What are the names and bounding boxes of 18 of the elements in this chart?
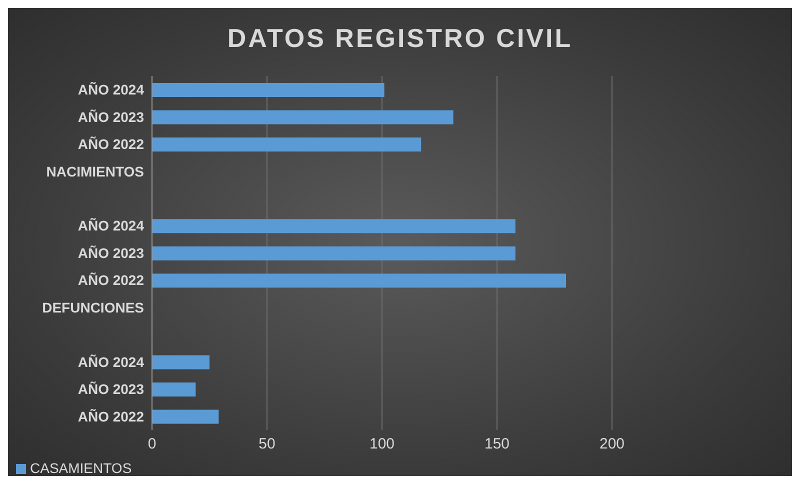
y-tick-label: AÑO 2024 [78, 218, 144, 234]
y-tick-label: NACIMIENTOS [46, 163, 144, 180]
y-tick-label: AÑO 2024 [78, 354, 144, 370]
y-tick-label: AÑO 2024 [78, 82, 144, 98]
legend-label: CASAMIENTOS [30, 460, 132, 476]
chart-title: DATOS REGISTRO CIVIL [226, 22, 574, 54]
x-tick-label: 0 [148, 436, 156, 453]
y-tick-label: AÑO 2022 [78, 272, 144, 288]
y-tick-label: AÑO 2022 [78, 136, 144, 152]
x-tick-label: 100 [369, 436, 395, 453]
x-tick-label: 200 [599, 436, 625, 453]
y-tick-label: DEFUNCIONES [42, 299, 144, 316]
y-tick-label: AÑO 2022 [78, 408, 144, 424]
y-tick-label: AÑO 2023 [78, 108, 144, 125]
y-tick-label: AÑO 2023 [78, 381, 144, 398]
x-tick-label: 50 [258, 436, 276, 453]
x-tick-label: 150 [484, 436, 510, 453]
y-tick-label: AÑO 2023 [78, 244, 144, 261]
